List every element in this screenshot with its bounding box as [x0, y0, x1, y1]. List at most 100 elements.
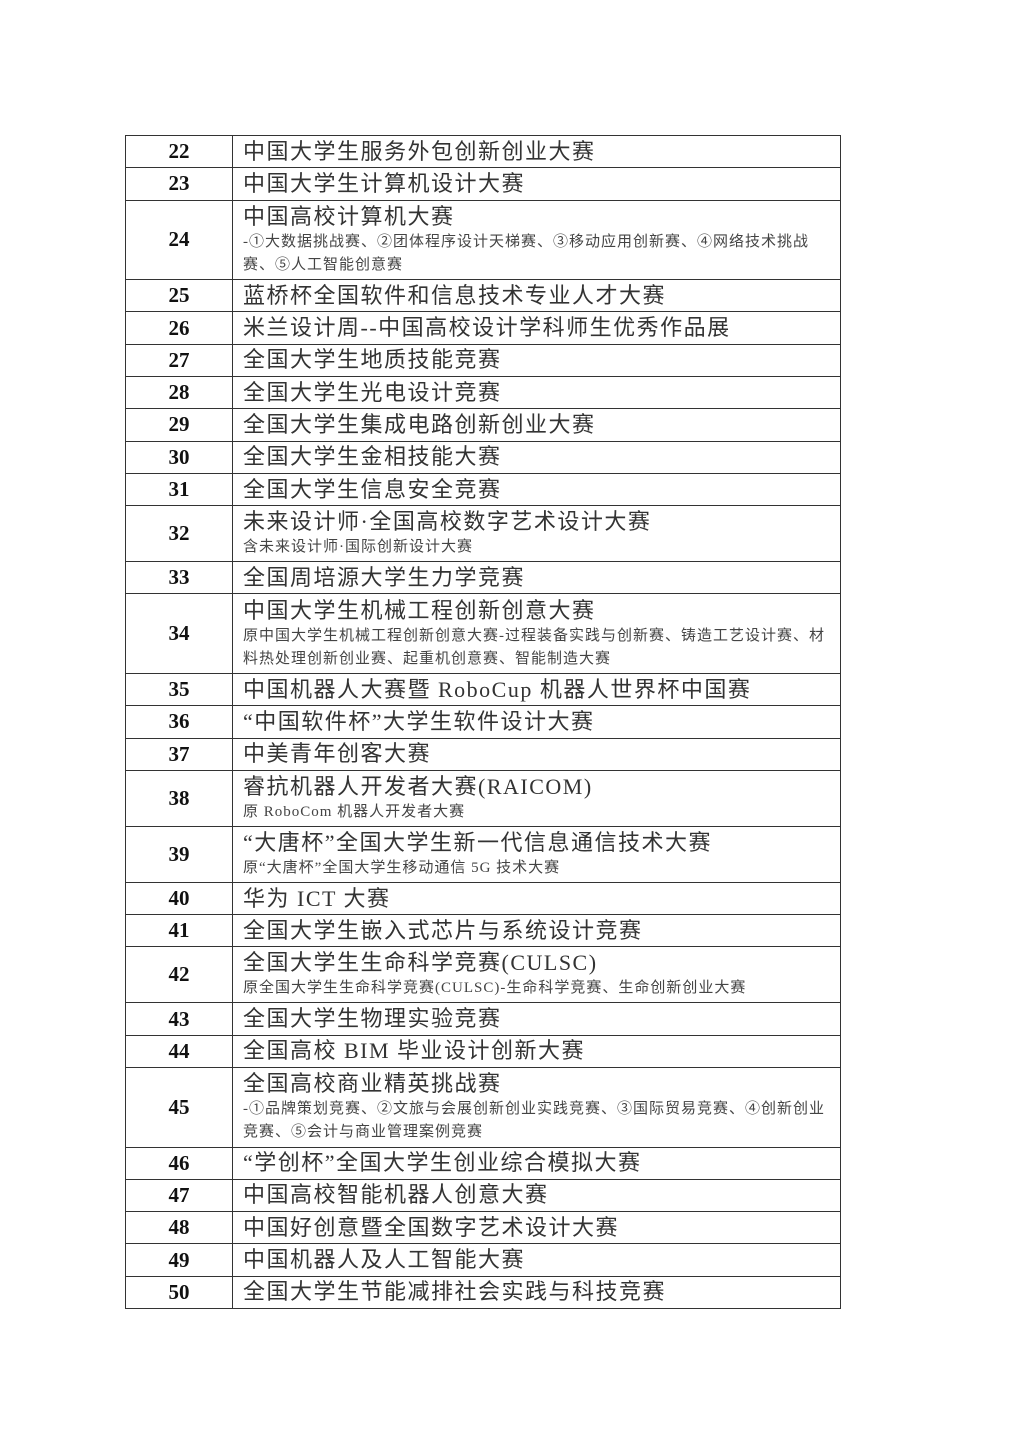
- row-number: 29: [125, 408, 233, 442]
- row-number: 47: [125, 1178, 233, 1213]
- competition-note: 原中国大学生机械工程创新创意大赛-过程装备实践与创新赛、铸造工艺设计赛、材料热处…: [243, 627, 825, 667]
- competition-name: 未来设计师·全国高校数字艺术设计大赛: [243, 509, 652, 535]
- competition-cell: 全国周培源大学生力学竞赛: [232, 561, 841, 595]
- table-row: 35 中国机器人大赛暨 RoboCup 机器人世界杯中国赛: [125, 672, 841, 707]
- competition-cell: 全国高校 BIM 毕业设计创新大赛: [232, 1034, 841, 1069]
- competition-cell: 全国大学生金相技能大赛: [232, 440, 841, 474]
- table-row: 38 睿抗机器人开发者大赛(RAICOM) 原 RoboCom 机器人开发者大赛: [125, 769, 841, 827]
- table-row: 37 中美青年创客大赛: [125, 737, 841, 771]
- row-number: 27: [125, 343, 233, 377]
- competition-cell: 中国大学生机械工程创新创意大赛原中国大学生机械工程创新创意大赛-过程装备实践与创…: [232, 593, 841, 674]
- table-row: 46 “学创杯”全国大学生创业综合模拟大赛: [125, 1146, 841, 1180]
- table-row: 26 米兰设计周--中国高校设计学科师生优秀作品展: [125, 311, 841, 345]
- table-row: 22 中国大学生服务外包创新创业大赛: [125, 134, 841, 169]
- row-number: 22: [125, 134, 233, 169]
- competition-name: 中国机器人及人工智能大赛: [243, 1247, 526, 1273]
- competition-cell: 中国高校计算机大赛 -①大数据挑战赛、②团体程序设计天梯赛、③移动应用创新赛、④网…: [232, 199, 841, 281]
- competition-cell: 中国机器人及人工智能大赛: [232, 1243, 841, 1277]
- row-number: 37: [125, 737, 233, 771]
- competition-table: 22 中国大学生服务外包创新创业大赛 23 中国大学生计算机设计大赛 24 中国高校计算机…: [125, 134, 841, 1310]
- table-row: 43 全国大学生物理实验竞赛: [125, 1002, 841, 1036]
- competition-cell: 中国机器人大赛暨 RoboCup 机器人世界杯中国赛: [232, 672, 841, 707]
- competition-name: 中国好创意暨全国数字艺术设计大赛: [243, 1214, 620, 1240]
- competition-name: 中国高校智能机器人创意大赛: [243, 1182, 549, 1208]
- row-number: 28: [125, 375, 233, 410]
- table-row: 29 全国大学生集成电路创新创业大赛: [125, 408, 841, 442]
- table-row: 39 “大唐杯”全国大学生新一代信息通信技术大赛 原“大唐杯”全国大学生移动通信 5…: [125, 825, 841, 883]
- competition-cell: 全国高校商业精英挑战赛 -①品牌策划竞赛、②文旅与会展创新创业实践竞赛、③国际贸易…: [232, 1067, 841, 1148]
- competition-name: 全国大学生生命科学竞赛(CULSC): [243, 950, 598, 976]
- row-number: 35: [125, 672, 233, 707]
- competition-name: 全国大学生光电设计竞赛: [243, 379, 502, 405]
- row-number: 48: [125, 1211, 233, 1245]
- row-number: 44: [125, 1034, 233, 1069]
- competition-name: 全国大学生金相技能大赛: [243, 444, 502, 470]
- competition-cell: 中国大学生计算机设计大赛: [232, 167, 841, 201]
- row-number: 33: [125, 561, 233, 595]
- table-row: 45 全国高校商业精英挑战赛 -①品牌策划竞赛、②文旅与会展创新创业实践竞赛、③国际…: [125, 1067, 841, 1148]
- table-row: 31 全国大学生信息安全竞赛: [125, 472, 841, 507]
- competition-cell: “大唐杯”全国大学生新一代信息通信技术大赛 原“大唐杯”全国大学生移动通信 5G …: [232, 825, 841, 883]
- competition-name: “学创杯”全国大学生创业综合模拟大赛: [243, 1150, 642, 1176]
- table-row: 32 未来设计师·全国高校数字艺术设计大赛含未来设计师·国际创新设计大赛: [125, 505, 841, 563]
- competition-name: 中美青年创客大赛: [243, 741, 432, 767]
- competition-name: 全国周培源大学生力学竞赛: [243, 564, 526, 590]
- competition-name: 全国高校 BIM 毕业设计创新大赛: [243, 1038, 586, 1064]
- row-number: 30: [125, 440, 233, 474]
- competition-name: 中国大学生服务外包创新创业大赛: [243, 138, 596, 164]
- competition-name: 全国大学生嵌入式芯片与系统设计竞赛: [243, 917, 643, 943]
- competition-cell: 蓝桥杯全国软件和信息技术专业人才大赛: [232, 279, 841, 313]
- competition-cell: 米兰设计周--中国高校设计学科师生优秀作品展: [232, 311, 841, 345]
- row-number: 40: [125, 881, 233, 916]
- row-number: 32: [125, 505, 233, 563]
- competition-note: 原“大唐杯”全国大学生移动通信 5G 技术大赛: [243, 859, 561, 876]
- competition-cell: 全国大学生节能减排社会实践与科技竞赛: [232, 1275, 841, 1310]
- competition-note: -①品牌策划竞赛、②文旅与会展创新创业实践竞赛、③国际贸易竞赛、④创新创业竞赛、…: [243, 1101, 825, 1141]
- row-number: 24: [125, 199, 233, 281]
- competition-cell: 中国高校智能机器人创意大赛: [232, 1178, 841, 1213]
- competition-name: 全国大学生信息安全竞赛: [243, 476, 502, 502]
- table-row: 28 全国大学生光电设计竞赛: [125, 375, 841, 410]
- competition-note: 原 RoboCom 机器人开发者大赛: [243, 803, 466, 820]
- competition-name: 米兰设计周--中国高校设计学科师生优秀作品展: [243, 315, 731, 341]
- competition-cell: 中美青年创客大赛: [232, 737, 841, 771]
- competition-name: 中国高校计算机大赛: [243, 203, 455, 229]
- row-number: 43: [125, 1002, 233, 1036]
- table-row: 36 “中国软件杯”大学生软件设计大赛: [125, 705, 841, 739]
- row-number: 23: [125, 167, 233, 201]
- competition-cell: 睿抗机器人开发者大赛(RAICOM) 原 RoboCom 机器人开发者大赛: [232, 769, 841, 827]
- row-number: 41: [125, 914, 233, 948]
- competition-name: 全国大学生物理实验竞赛: [243, 1006, 502, 1032]
- row-number: 38: [125, 769, 233, 827]
- row-number: 50: [125, 1275, 233, 1310]
- table-row: 40 华为 ICT 大赛: [125, 881, 841, 916]
- row-number: 36: [125, 705, 233, 739]
- table-row: 44 全国高校 BIM 毕业设计创新大赛: [125, 1034, 841, 1069]
- competition-note: -①大数据挑战赛、②团体程序设计天梯赛、③移动应用创新赛、④网络技术挑战赛、⑤人…: [243, 233, 809, 273]
- row-number: 26: [125, 311, 233, 345]
- competition-name: 全国大学生节能减排社会实践与科技竞赛: [243, 1279, 667, 1305]
- table-row: 23 中国大学生计算机设计大赛: [125, 167, 841, 201]
- competition-name: “中国软件杯”大学生软件设计大赛: [243, 708, 595, 734]
- competition-name: 中国机器人大赛暨 RoboCup 机器人世界杯中国赛: [243, 676, 752, 702]
- competition-name: 全国大学生地质技能竞赛: [243, 347, 502, 373]
- competition-name: 中国大学生机械工程创新创意大赛: [243, 597, 596, 623]
- table-row: 25 蓝桥杯全国软件和信息技术专业人才大赛: [125, 279, 841, 313]
- competition-cell: 全国大学生信息安全竞赛: [232, 472, 841, 507]
- competition-name: 全国大学生集成电路创新创业大赛: [243, 411, 596, 437]
- row-number: 45: [125, 1067, 233, 1148]
- table-row: 48 中国好创意暨全国数字艺术设计大赛: [125, 1211, 841, 1245]
- row-number: 49: [125, 1243, 233, 1277]
- competition-cell: 全国大学生嵌入式芯片与系统设计竞赛: [232, 914, 841, 948]
- row-number: 39: [125, 825, 233, 883]
- row-number: 46: [125, 1146, 233, 1180]
- table-row: 34 中国大学生机械工程创新创意大赛 原中国大学生机械工程创新创意大赛-过程装备实践…: [125, 593, 841, 674]
- table-row: 47 中国高校智能机器人创意大赛: [125, 1178, 841, 1213]
- competition-cell: “中国软件杯”大学生软件设计大赛: [232, 705, 841, 739]
- competition-note: 含未来设计师·国际创新设计大赛: [243, 539, 473, 556]
- table-row: 41 全国大学生嵌入式芯片与系统设计竞赛: [125, 914, 841, 948]
- table-row: 27 全国大学生地质技能竞赛: [125, 343, 841, 377]
- table-row: 33 全国周培源大学生力学竞赛: [125, 561, 841, 595]
- table-row: 24 中国高校计算机大赛 -①大数据挑战赛、②团体程序设计天梯赛、③移动应用创新赛、…: [125, 199, 841, 281]
- competition-cell: 全国大学生光电设计竞赛: [232, 375, 841, 410]
